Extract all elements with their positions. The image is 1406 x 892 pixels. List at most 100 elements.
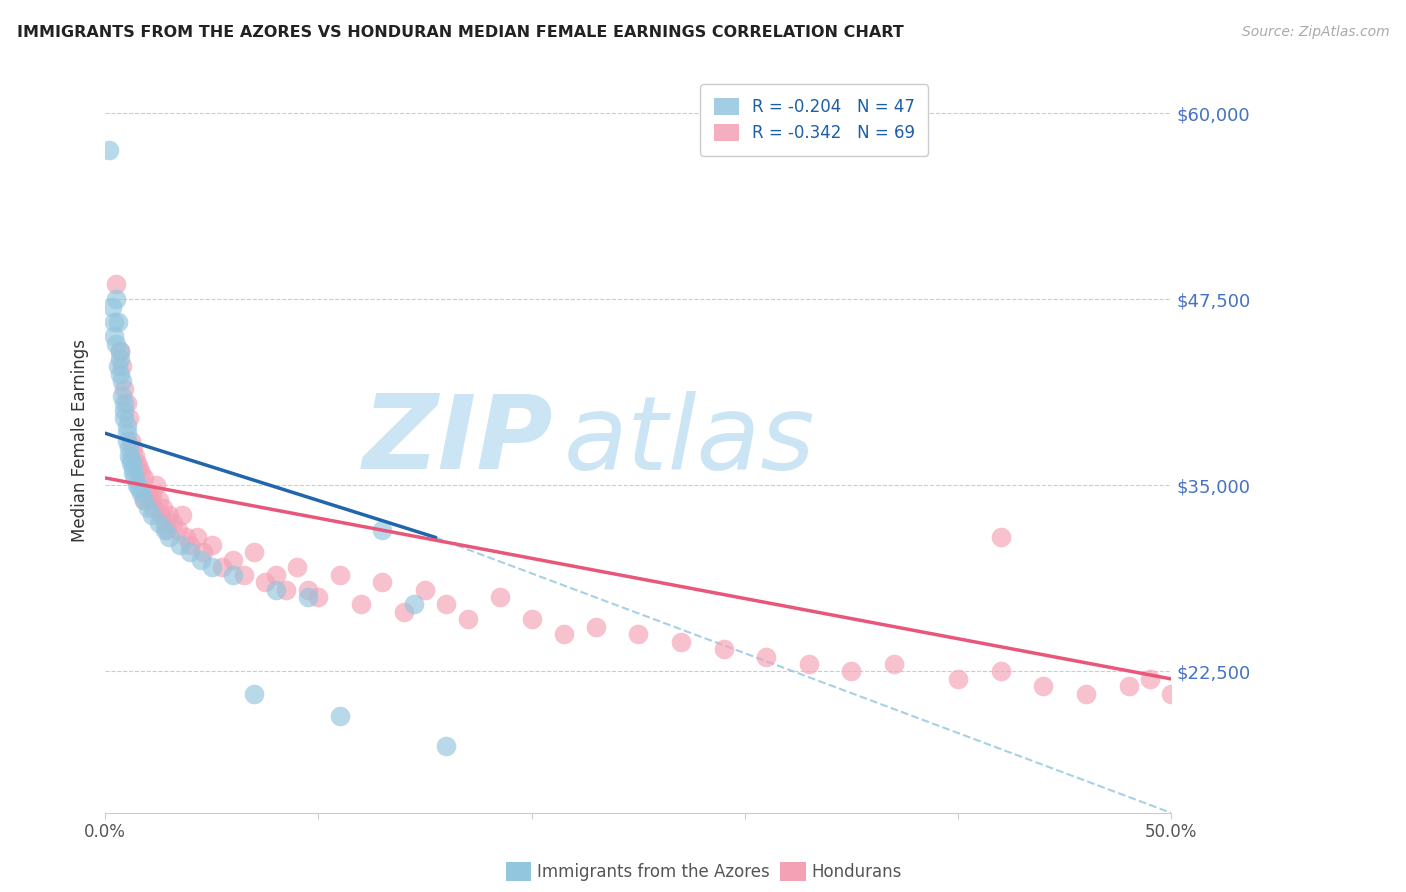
Point: [1160, 687, 1182, 701]
Point: [120, 451, 142, 466]
Point: [946, 672, 969, 686]
Point: [104, 337, 127, 351]
Point: [108, 367, 131, 381]
Point: [157, 508, 180, 523]
Point: [201, 560, 224, 574]
Point: [457, 612, 479, 626]
Point: [107, 315, 129, 329]
Point: [148, 493, 170, 508]
Point: [103, 329, 125, 343]
Text: IMMIGRANTS FROM THE AZORES VS HONDURAN MEDIAN FEMALE EARNINGS CORRELATION CHART: IMMIGRANTS FROM THE AZORES VS HONDURAN M…: [17, 25, 904, 40]
Point: [755, 649, 778, 664]
Point: [153, 523, 176, 537]
Text: Hondurans: Hondurans: [811, 863, 901, 881]
Point: [883, 657, 905, 671]
Point: [553, 627, 575, 641]
Point: [100, 300, 122, 314]
Point: [108, 344, 131, 359]
Point: [104, 293, 127, 307]
Point: [112, 404, 135, 418]
Point: [190, 553, 212, 567]
Text: Source: ZipAtlas.com: Source: ZipAtlas.com: [1241, 25, 1389, 39]
Point: [111, 359, 134, 374]
Point: [120, 456, 142, 470]
Point: [122, 441, 145, 455]
Point: [585, 620, 607, 634]
Point: [108, 344, 131, 359]
Point: [232, 567, 254, 582]
Point: [276, 582, 298, 597]
Point: [1074, 687, 1097, 701]
Point: [145, 478, 167, 492]
Point: [243, 687, 266, 701]
Point: [136, 500, 159, 515]
Point: [222, 553, 245, 567]
Point: [153, 516, 176, 530]
Point: [170, 508, 193, 523]
Point: [243, 545, 266, 559]
Point: [131, 485, 153, 500]
Point: [713, 642, 735, 657]
Point: [118, 441, 141, 455]
Point: [132, 471, 155, 485]
Point: [350, 598, 373, 612]
Point: [174, 531, 197, 545]
Point: [1139, 672, 1161, 686]
Point: [254, 575, 277, 590]
Point: [488, 590, 510, 604]
Point: [98, 144, 121, 158]
Legend: R = -0.204   N = 47, R = -0.342   N = 69: R = -0.204 N = 47, R = -0.342 N = 69: [700, 85, 928, 155]
Point: [211, 560, 233, 574]
Point: [128, 481, 150, 495]
Point: [136, 485, 159, 500]
Point: [520, 612, 543, 626]
Point: [132, 493, 155, 508]
Point: [152, 500, 174, 515]
Point: [1118, 679, 1140, 693]
Point: [169, 538, 191, 552]
Point: [162, 516, 184, 530]
Point: [115, 426, 138, 441]
Point: [141, 508, 163, 523]
Point: [297, 590, 319, 604]
Point: [404, 598, 426, 612]
Point: [434, 739, 457, 753]
Point: [118, 449, 141, 463]
Point: [148, 516, 170, 530]
Point: [669, 634, 692, 648]
Point: [627, 627, 650, 641]
Point: [141, 490, 163, 504]
Point: [193, 545, 215, 559]
Point: [111, 374, 134, 388]
Text: atlas: atlas: [564, 391, 815, 491]
Point: [122, 460, 145, 475]
Point: [156, 523, 179, 537]
Point: [434, 598, 457, 612]
Point: [139, 493, 162, 508]
Point: [841, 665, 863, 679]
Point: [124, 449, 146, 463]
Point: [413, 582, 436, 597]
Point: [128, 460, 150, 475]
Point: [307, 590, 329, 604]
Point: [124, 471, 146, 485]
Point: [264, 582, 287, 597]
Point: [131, 467, 153, 481]
Point: [149, 508, 172, 523]
Point: [186, 531, 208, 545]
Point: [111, 389, 134, 403]
Point: [990, 531, 1012, 545]
Point: [179, 545, 201, 559]
Point: [179, 538, 201, 552]
Point: [132, 493, 155, 508]
Point: [157, 531, 180, 545]
Point: [166, 523, 188, 537]
Point: [122, 467, 145, 481]
Point: [392, 605, 415, 619]
Point: [285, 560, 308, 574]
Point: [115, 434, 138, 448]
Point: [120, 434, 142, 448]
Point: [108, 351, 131, 366]
Point: [143, 500, 166, 515]
Point: [201, 538, 224, 552]
